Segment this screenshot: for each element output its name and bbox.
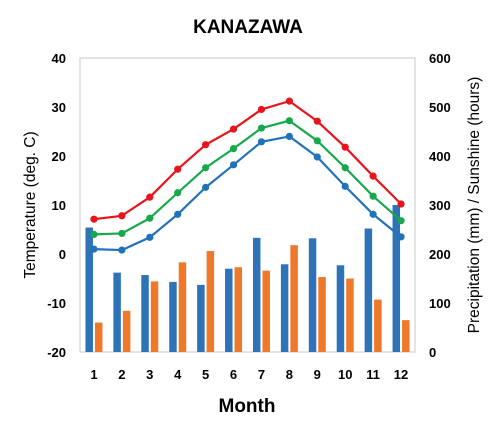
low-point-3	[146, 233, 154, 241]
sunshine-bar-5	[206, 251, 215, 352]
x-tick-label: 6	[230, 367, 237, 382]
sunshine-bar-4	[178, 262, 187, 352]
sunshine-bar-9	[318, 277, 326, 352]
sunshine-bar-6	[234, 267, 243, 352]
high-temperature-line	[93, 100, 402, 221]
high-point-8	[285, 97, 293, 105]
high-point-11	[369, 172, 377, 180]
y-axis-right-label: Precipitation (mm) / Sunshine (hours)	[466, 77, 483, 334]
precipitation-bar-12	[392, 205, 401, 352]
high-point-6	[229, 125, 238, 133]
y-left-tick-label: 20	[52, 149, 66, 164]
x-tick-label: 11	[366, 367, 380, 382]
sunshine-bar-1	[94, 322, 103, 352]
y-right-tick-label: 100	[429, 296, 451, 311]
x-axis-label: Month	[219, 396, 276, 417]
mean-point-1	[90, 230, 98, 238]
mean-point-5	[202, 164, 210, 172]
y-left-tick-label: -10	[47, 296, 66, 311]
mean-point-9	[313, 137, 321, 145]
sunshine-bar-2	[122, 310, 131, 352]
x-tick-label: 10	[338, 367, 352, 382]
x-tick-label: 7	[258, 367, 265, 382]
low-point-12	[397, 233, 405, 241]
y-right-tick-label: 300	[429, 198, 451, 213]
mean-temperature-line	[93, 119, 402, 236]
high-point-10	[341, 143, 349, 151]
precipitation-bar-7	[252, 237, 261, 352]
x-tick-label: 5	[202, 367, 209, 382]
x-tick-label: 8	[286, 367, 293, 382]
low-point-7	[257, 138, 266, 146]
precipitation-bar-8	[280, 264, 289, 352]
x-tick-label: 1	[90, 367, 97, 382]
precipitation-bar-3	[141, 275, 149, 352]
precipitation-bar-4	[169, 281, 177, 352]
point-series-group	[90, 97, 405, 254]
sunshine-bar-8	[290, 245, 298, 352]
low-point-6	[229, 161, 238, 169]
y-right-tick-label: 600	[429, 51, 451, 66]
sunshine-bar-11	[374, 299, 382, 352]
y-left-tick-label: 30	[52, 100, 66, 115]
low-point-5	[202, 183, 210, 191]
high-point-9	[313, 117, 321, 125]
low-temperature-line	[93, 135, 402, 252]
mean-point-3	[146, 214, 154, 222]
precipitation-bar-2	[113, 272, 121, 352]
x-tick-label: 4	[174, 367, 182, 382]
low-point-10	[341, 182, 349, 190]
precipitation-bar-6	[225, 268, 233, 352]
x-tick-label: 12	[394, 367, 408, 382]
sunshine-bar-3	[150, 281, 159, 352]
precipitation-bar-5	[197, 284, 205, 352]
low-point-11	[369, 210, 377, 218]
y-left-tick-label: 0	[59, 247, 66, 262]
x-tick-label: 2	[118, 367, 125, 382]
high-point-12	[397, 200, 405, 208]
precipitation-bar-11	[364, 228, 373, 352]
low-point-9	[313, 153, 321, 161]
bar-series-group	[85, 205, 410, 352]
sunshine-bar-7	[262, 270, 270, 352]
precipitation-bar-1	[85, 227, 93, 352]
mean-point-10	[341, 164, 349, 172]
mean-point-12	[397, 217, 405, 225]
precipitation-bar-9	[308, 238, 317, 352]
mean-point-6	[229, 145, 238, 153]
mean-point-11	[369, 192, 377, 200]
high-point-2	[118, 212, 126, 220]
mean-point-8	[285, 117, 293, 125]
high-point-4	[174, 165, 182, 173]
y-left-tick-label: -20	[47, 345, 66, 360]
high-point-5	[202, 141, 210, 149]
plot-area-frame	[79, 57, 416, 353]
sunshine-bar-10	[346, 278, 354, 352]
high-point-7	[257, 105, 266, 114]
precipitation-bar-10	[336, 265, 345, 352]
y-left-tick-label: 40	[52, 51, 66, 66]
low-point-4	[174, 210, 182, 218]
x-tick-label: 3	[146, 367, 153, 382]
mean-point-7	[257, 124, 266, 132]
y-left-tick-label: 10	[52, 198, 66, 213]
y-right-tick-label: 400	[429, 149, 451, 164]
y-right-tick-label: 500	[429, 100, 451, 115]
low-point-1	[90, 245, 98, 253]
low-point-2	[118, 246, 126, 254]
line-series-group	[93, 100, 402, 252]
x-tick-label: 9	[314, 367, 321, 382]
low-point-8	[285, 132, 293, 140]
chart-title: KANAZAWA	[193, 17, 303, 38]
mean-point-4	[174, 189, 182, 197]
y-right-tick-label: 0	[429, 345, 436, 360]
high-point-1	[90, 215, 98, 223]
y-axis-left-label: Temperature (deg. C)	[22, 131, 39, 278]
high-point-3	[146, 193, 154, 201]
y-right-tick-label: 200	[429, 247, 451, 262]
mean-point-2	[118, 229, 126, 238]
sunshine-bar-12	[402, 320, 410, 352]
